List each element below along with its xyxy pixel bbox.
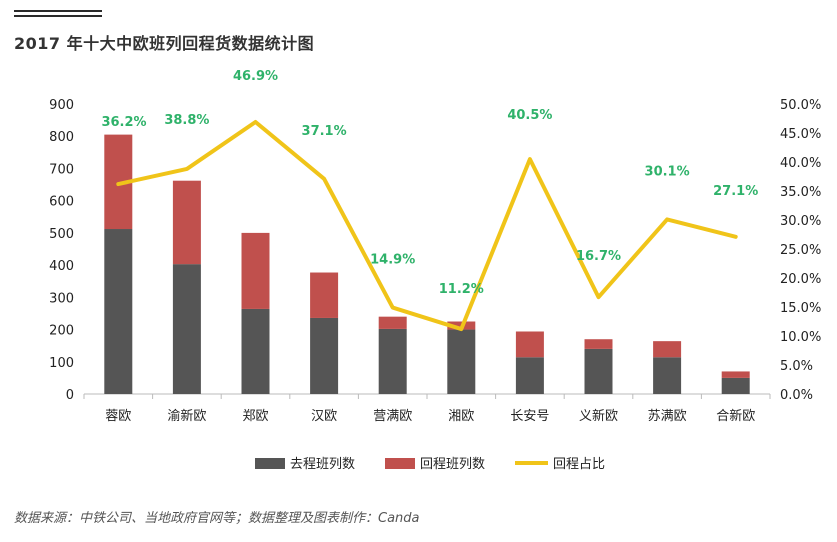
ratio-data-label: 46.9% <box>233 69 278 84</box>
y-right-tick-label: 10.0% <box>780 330 821 345</box>
ratio-line <box>116 119 738 332</box>
y-right-tick-label: 35.0% <box>780 185 821 200</box>
y-left-tick-label: 100 <box>49 356 74 371</box>
bar-return <box>241 232 270 309</box>
header-rule-bottom <box>14 15 102 17</box>
ratio-line-group <box>116 119 738 332</box>
bar-outbound <box>378 328 407 394</box>
bar-outbound <box>310 317 339 394</box>
bar-outbound <box>653 357 682 394</box>
bar-return <box>378 316 407 329</box>
ratio-labels: 36.2% 38.8% 46.9% 37.1% 14.9% 11.2% 40.5% 16.7%… <box>101 69 758 297</box>
bar-outbound <box>241 308 270 394</box>
legend-label-ratio: 回程占比 <box>553 457 605 472</box>
x-category-label: 义新欧 <box>579 408 618 424</box>
y-right-tick-label: 45.0% <box>780 127 821 142</box>
header-rule-top <box>14 10 102 12</box>
legend-label-outbound: 去程班列数 <box>290 457 355 472</box>
ratio-data-label: 38.8% <box>164 113 209 128</box>
ratio-data-label: 16.7% <box>576 249 621 264</box>
chart-axes: 0 100 200 300 400 500 600 700 800 900 0.0% 5.0% 10.0… <box>49 98 821 424</box>
bar-outbound <box>447 329 476 394</box>
ratio-data-label: 14.9% <box>370 253 415 268</box>
y-right-tick-label: 40.0% <box>780 156 821 171</box>
ratio-data-label: 37.1% <box>302 124 347 139</box>
chart-legend: 去程班列数 回程班列数 回程占比 <box>255 457 605 472</box>
x-category-label: 渝新欧 <box>167 408 206 424</box>
ratio-data-label: 27.1% <box>713 184 758 199</box>
bar-outbound <box>584 348 613 394</box>
y-left-tick-label: 300 <box>49 291 74 306</box>
y-right-tick-label: 0.0% <box>780 388 813 403</box>
source-note: 数据来源：中铁公司、当地政府官网等；数据整理及图表制作：Canda <box>14 511 420 526</box>
x-category-label: 长安号 <box>510 409 549 424</box>
bar-return <box>653 341 682 358</box>
bar-outbound <box>515 357 544 394</box>
x-category-label: 合新欧 <box>716 408 755 424</box>
chart-title: 2017 年十大中欧班列回程货数据统计图 <box>14 34 315 53</box>
bar-outbound <box>172 264 201 394</box>
bar-return <box>515 331 544 358</box>
x-category-label: 郑欧 <box>242 409 268 424</box>
y-left-tick-label: 600 <box>49 195 74 210</box>
y-left-tick-label: 0 <box>66 388 74 403</box>
y-right-tick-label: 30.0% <box>780 214 821 229</box>
bar-outbound <box>104 229 133 394</box>
ratio-data-label: 40.5% <box>507 108 552 123</box>
x-category-label: 湘欧 <box>448 409 474 424</box>
bar-return <box>584 339 613 349</box>
y-right-tick-label: 50.0% <box>780 98 821 113</box>
y-right-tick-label: 25.0% <box>780 243 821 258</box>
x-category-label: 汉欧 <box>311 409 337 424</box>
bar-outbound <box>721 377 750 394</box>
y-left-tick-label: 500 <box>49 227 74 242</box>
ratio-data-label: 36.2% <box>101 115 146 130</box>
y-right-tick-label: 20.0% <box>780 272 821 287</box>
ratio-data-label: 11.2% <box>439 282 484 297</box>
y-left-tick-label: 900 <box>49 98 74 113</box>
bar-return <box>172 180 201 265</box>
legend-swatch-return <box>385 458 415 469</box>
x-category-label: 苏满欧 <box>648 408 687 424</box>
y-right-tick-label: 5.0% <box>780 359 813 374</box>
legend-swatch-outbound <box>255 458 285 469</box>
y-left-tick-label: 700 <box>49 162 74 177</box>
bar-return <box>310 272 339 318</box>
y-left-tick-label: 400 <box>49 259 74 274</box>
ratio-data-label: 30.1% <box>645 164 690 179</box>
x-category-label: 营满欧 <box>373 409 412 424</box>
y-right-tick-label: 15.0% <box>780 301 821 316</box>
chart-bars <box>104 134 750 394</box>
legend-label-return: 回程班列数 <box>420 457 485 472</box>
bar-return <box>721 371 750 378</box>
y-left-tick-label: 800 <box>49 130 74 145</box>
y-left-tick-label: 200 <box>49 324 74 339</box>
x-category-label: 蓉欧 <box>105 409 131 424</box>
